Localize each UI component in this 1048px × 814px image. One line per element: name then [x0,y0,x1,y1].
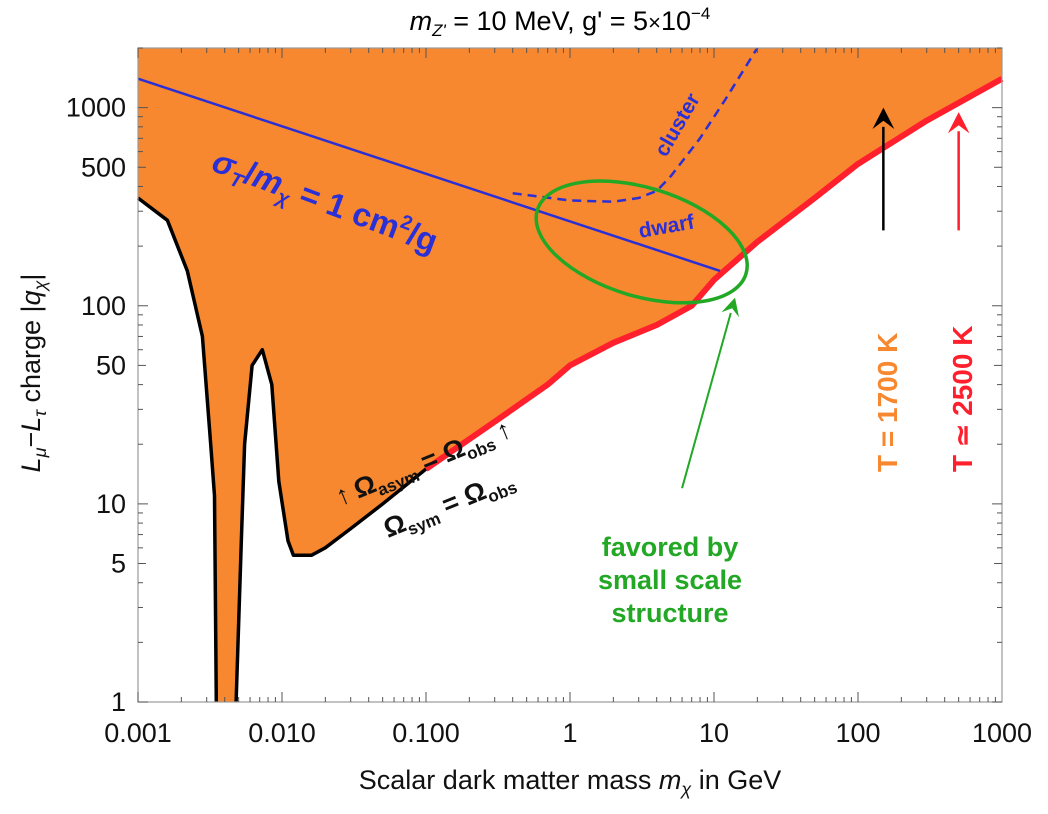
x-tick-label: 1000 [972,718,1032,748]
temp-1700-label: T = 1700 K [872,333,903,472]
red-curve-series [424,76,1004,472]
arrow-favored-head [721,297,739,318]
x-tick-label: 1 [562,718,577,748]
y-tick-label: 500 [81,152,126,182]
x-tick-label: 0.001 [104,718,172,748]
x-tick-label: 10 [699,718,729,748]
y-tick-label: 1000 [66,93,126,123]
blue-line-series [137,77,721,273]
favored-line-1: favored by [602,532,739,562]
y-axis-title: Lμ−Lτ charge |qχ| [16,274,50,473]
x-tick-label: 0.010 [248,718,316,748]
cluster-curve-series [512,47,759,203]
favored-ellipse [534,179,749,305]
black-curve-2-series [234,347,428,703]
tick-layer: 0.001 0.010 0.100 1 10 100 1000 1 5 10 50 100 500 100… [66,47,1032,748]
y-tick-label: 5 [111,549,126,579]
arrow-2500-head [947,112,970,134]
favored-line-3: structure [611,598,728,628]
x-tick-label: 100 [835,718,880,748]
x-axis-title: Scalar dark matter mass mχ in GeV [359,765,781,799]
plot-area: σT/mχ = 1 cm2/g dwarf cluster ↑Ωasym = Ω… [66,47,1032,748]
arrow-favored [681,297,739,489]
temp-2500-label: T ≃ 2500 K [947,326,978,472]
y-tick-label: 50 [96,350,126,380]
region-layer [138,48,1002,702]
y-tick-label: 10 [96,489,126,519]
y-tick-label: 100 [81,291,126,321]
excluded-region [138,48,1002,702]
favored-line-2: small scale [598,565,742,595]
arrow-1700-head [872,107,895,129]
y-tick-label: 1 [111,687,126,717]
curve-layer [136,47,1004,703]
arrow-1700 [872,107,895,231]
arrow-2500 [947,112,970,231]
black-curve-1-series [136,196,219,703]
x-tick-label: 0.100 [392,718,460,748]
chart-title: mZ' = 10 MeV, g' = 5×10−4 [410,4,711,40]
arrow-favored-shaft [681,312,732,489]
